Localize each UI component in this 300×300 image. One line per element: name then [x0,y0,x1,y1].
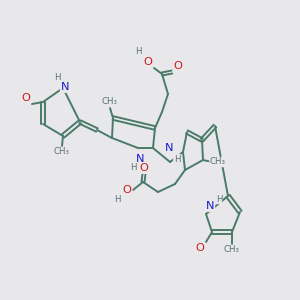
Text: O: O [196,243,204,253]
Text: H: H [216,194,222,203]
Text: O: O [22,93,30,103]
Text: H: H [174,154,180,164]
Text: N: N [136,154,144,164]
Text: H: H [130,164,136,172]
Text: O: O [174,61,182,71]
Text: H: H [135,47,141,56]
Text: O: O [123,185,131,195]
Text: O: O [144,57,152,67]
Text: N: N [206,201,214,211]
Text: H: H [54,74,60,82]
Text: CH₃: CH₃ [224,245,240,254]
Text: H: H [114,196,120,205]
Text: O: O [140,163,148,173]
Text: CH₃: CH₃ [102,98,118,106]
Text: N: N [164,143,173,153]
Text: CH₃: CH₃ [210,158,226,166]
Text: N: N [61,82,69,92]
Text: CH₃: CH₃ [54,148,70,157]
